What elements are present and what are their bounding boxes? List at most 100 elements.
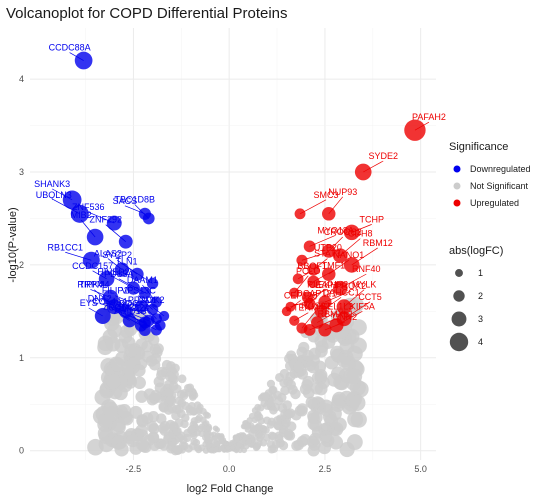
not-significant-point	[158, 402, 170, 413]
not-significant-point	[150, 390, 162, 402]
point-label: EYS	[80, 298, 98, 308]
label-leader-line	[114, 295, 142, 308]
y-tick-label: 3	[19, 167, 24, 177]
x-tick-label: 0.0	[223, 464, 236, 474]
not-significant-point	[277, 393, 287, 403]
y-tick-label: 4	[19, 74, 24, 84]
legend-key-downregulated	[453, 165, 461, 173]
point-label: BBOF1	[297, 261, 327, 271]
not-significant-point	[106, 373, 122, 389]
label-leader-line	[328, 196, 344, 215]
label-leader-line	[99, 303, 126, 312]
label-leader-line	[134, 307, 161, 326]
not-significant-point	[257, 432, 265, 440]
point-label: DAAM1	[127, 275, 158, 285]
downregulated-point	[98, 271, 115, 287]
point-label: PDS5A	[104, 269, 134, 279]
not-significant-point	[133, 376, 146, 390]
not-significant-point	[261, 392, 270, 401]
not-significant-point	[275, 372, 285, 382]
point-label: SMC3	[314, 190, 339, 200]
label-leader-line	[286, 300, 301, 312]
not-significant-point	[161, 359, 172, 370]
legend-size-key	[455, 269, 463, 277]
point-label: TRPM4	[79, 280, 110, 290]
label-leader-line	[94, 289, 115, 307]
label-leader-line	[336, 310, 363, 326]
not-significant-point	[242, 434, 249, 441]
x-tick-label: 5.0	[414, 464, 427, 474]
label-leader-line	[69, 52, 84, 61]
not-significant-point	[267, 431, 277, 440]
label-leader-line	[105, 224, 126, 242]
point-label: CCT5	[358, 292, 382, 302]
not-significant-point	[347, 296, 364, 313]
not-significant-point	[204, 412, 212, 419]
not-significant-point	[141, 350, 154, 363]
point-label: DAHCC1	[323, 287, 360, 297]
not-significant-point	[269, 444, 279, 453]
not-significant-point	[189, 407, 197, 415]
not-significant-point	[104, 406, 120, 422]
label-leader-line	[130, 312, 146, 331]
downregulated-point	[106, 215, 122, 231]
label-leader-line	[92, 270, 107, 280]
not-significant-point	[269, 406, 278, 415]
x-axis-title: log2 Fold Change	[187, 483, 274, 495]
not-significant-point	[302, 349, 314, 362]
point-label: MYO18A	[317, 225, 354, 235]
legend-size-key	[453, 290, 465, 302]
not-significant-point	[165, 394, 176, 405]
not-significant-point	[309, 419, 322, 432]
not-significant-point	[159, 425, 170, 437]
point-label: DCAP121	[296, 289, 336, 299]
upregulated-point	[332, 248, 348, 263]
label-leader-line	[53, 199, 80, 215]
label-leader-line	[51, 188, 73, 201]
label-leader-line	[126, 266, 153, 284]
not-significant-point	[219, 439, 225, 445]
label-leader-line	[88, 211, 115, 224]
not-significant-point	[305, 396, 318, 409]
not-significant-point	[155, 413, 167, 424]
label-leader-line	[328, 259, 349, 275]
not-significant-point	[327, 372, 342, 387]
upregulated-point	[289, 287, 300, 298]
not-significant-point	[273, 420, 283, 430]
point-label: UTP20	[314, 242, 342, 252]
not-significant-point	[293, 361, 305, 373]
label-leader-line	[340, 238, 361, 256]
not-significant-point	[254, 414, 262, 422]
point-label: PAFAH2	[412, 112, 446, 122]
legend-key-upregulated	[453, 199, 461, 207]
not-significant-point	[98, 436, 115, 453]
label-leader-line	[124, 205, 146, 215]
label-leader-line	[301, 251, 329, 261]
not-significant-point	[307, 409, 320, 422]
point-label: NUP93	[328, 187, 357, 197]
not-significant-point	[309, 432, 322, 445]
legend-size-title: abs(logFC)	[449, 245, 503, 257]
point-label: NANO1	[333, 250, 364, 260]
not-significant-point	[158, 440, 170, 451]
not-significant-point	[346, 368, 363, 385]
label-leader-line	[320, 297, 342, 312]
label-leader-line	[118, 278, 146, 294]
point-label: ZMYM2	[103, 302, 135, 312]
not-significant-point	[339, 441, 355, 458]
not-significant-point	[117, 404, 132, 419]
x-tick-label: 2.5	[319, 464, 332, 474]
not-significant-point	[330, 397, 346, 413]
label-leader-line	[128, 312, 149, 321]
point-label: PCLO	[296, 266, 321, 276]
point-label: PLEKHH2	[307, 279, 348, 289]
not-significant-point	[214, 432, 221, 438]
not-significant-point	[285, 371, 296, 382]
y-axis-title: -log10(P-value)	[7, 207, 19, 282]
label-leader-line	[118, 311, 146, 323]
point-label: RIPK4	[77, 279, 103, 289]
y-tick-label: 0	[19, 446, 24, 456]
point-label: GTF2E2	[114, 303, 148, 313]
label-leader-line	[301, 310, 317, 329]
not-significant-point	[267, 398, 276, 408]
